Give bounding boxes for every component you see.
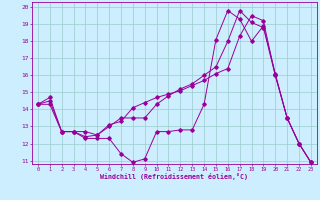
X-axis label: Windchill (Refroidissement éolien,°C): Windchill (Refroidissement éolien,°C) [100, 173, 248, 180]
